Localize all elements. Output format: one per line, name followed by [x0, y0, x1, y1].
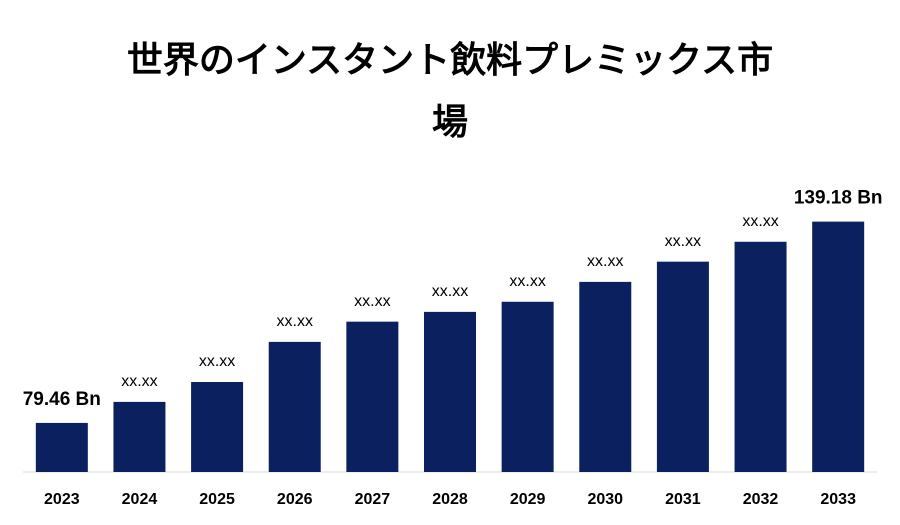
x-tick-label: 2033 — [820, 491, 856, 508]
bar — [734, 241, 787, 472]
x-tick-label: 2025 — [199, 491, 235, 508]
value-label: xx.xx — [432, 283, 468, 300]
bar — [501, 301, 554, 472]
x-tick-label: 2027 — [355, 491, 391, 508]
value-label: xx.xx — [277, 313, 313, 330]
x-tick-label: 2026 — [277, 491, 313, 508]
x-tick-label: 2023 — [44, 491, 80, 508]
bar — [268, 341, 321, 472]
value-label: xx.xx — [665, 233, 701, 250]
x-tick-label: 2028 — [432, 491, 468, 508]
chart-title: 世界のインスタント飲料プレミックス市場 — [126, 40, 774, 143]
bar — [656, 261, 709, 472]
bar — [812, 221, 865, 472]
value-label: xx.xx — [742, 213, 778, 230]
x-tick-label: 2024 — [122, 491, 158, 508]
bar — [579, 281, 632, 472]
x-tick-label: 2030 — [587, 491, 623, 508]
bar — [346, 321, 399, 472]
x-tick-label: 2031 — [665, 491, 701, 508]
x-tick-label: 2029 — [510, 491, 546, 508]
value-label: xx.xx — [354, 293, 390, 310]
value-label: xx.xx — [509, 273, 545, 290]
bar — [113, 401, 166, 472]
x-tick-label: 2032 — [743, 491, 779, 508]
value-label: 139.18 Bn — [794, 188, 883, 209]
bar — [35, 422, 88, 472]
value-label: xx.xx — [587, 253, 623, 270]
value-label: 79.46 Bn — [23, 389, 101, 410]
bar — [191, 382, 244, 472]
value-label: xx.xx — [199, 353, 235, 370]
bar — [424, 311, 476, 472]
value-label: xx.xx — [121, 373, 157, 390]
